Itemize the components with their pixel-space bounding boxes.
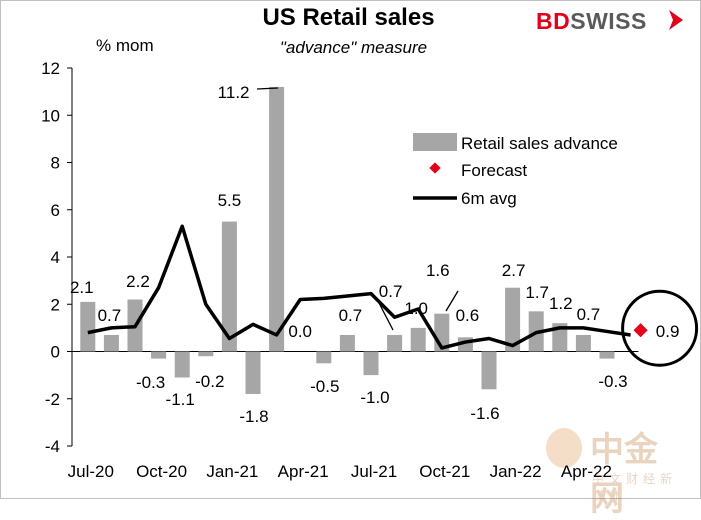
y-tick-label: 10 <box>41 106 60 125</box>
bar <box>246 352 261 395</box>
legend-label-forecast: Forecast <box>461 161 527 180</box>
x-tick-label: Oct-21 <box>419 462 470 481</box>
data-label: -1.0 <box>360 388 389 407</box>
y-tick-label: 12 <box>41 59 60 78</box>
bar <box>151 352 166 359</box>
data-label: 0.6 <box>456 306 480 325</box>
data-label: -0.2 <box>195 372 224 391</box>
x-tick-label: Jul-21 <box>351 462 397 481</box>
data-label: -0.3 <box>136 373 165 392</box>
bar <box>198 352 213 357</box>
bar <box>316 352 331 364</box>
legend-label-line: 6m avg <box>461 189 517 208</box>
legend-bar-swatch <box>413 133 457 151</box>
bar <box>482 352 497 390</box>
data-label: 2.7 <box>502 261 526 280</box>
y-tick-label: 2 <box>51 295 60 314</box>
data-label: 0.7 <box>379 282 403 301</box>
bar <box>411 328 426 352</box>
data-label: 0.7 <box>577 305 601 324</box>
bar <box>80 302 95 352</box>
x-tick-label: Jul-20 <box>68 462 114 481</box>
data-label: 1.0 <box>404 299 428 318</box>
avg-line <box>88 226 631 348</box>
y-tick-label: 4 <box>51 248 60 267</box>
forecast-marker <box>634 323 648 337</box>
data-label: 0.7 <box>339 306 363 325</box>
data-label: -1.8 <box>239 407 268 426</box>
data-label: 0.0 <box>288 322 312 341</box>
y-tick-label: 8 <box>51 154 60 173</box>
y-tick-label: -2 <box>45 390 60 409</box>
bar <box>364 352 379 376</box>
data-label: -0.3 <box>598 372 627 391</box>
data-label: -1.1 <box>166 390 195 409</box>
bar <box>600 352 615 359</box>
data-label: 0.9 <box>656 322 680 341</box>
y-tick-label: -4 <box>45 437 60 456</box>
bar <box>387 335 402 352</box>
bar <box>340 335 355 352</box>
data-label: 0.7 <box>98 306 122 325</box>
x-tick-label: Jan-21 <box>206 462 258 481</box>
y-tick-label: 0 <box>51 343 60 362</box>
data-label: 1.7 <box>525 283 549 302</box>
x-tick-label: Apr-22 <box>561 462 612 481</box>
y-tick-label: 6 <box>51 201 60 220</box>
x-tick-label: Apr-21 <box>278 462 329 481</box>
x-tick-label: Oct-20 <box>136 462 187 481</box>
x-tick-label: Jan-22 <box>490 462 542 481</box>
data-label: 1.2 <box>549 294 573 313</box>
bar <box>269 87 284 352</box>
data-label: 1.6 <box>426 261 450 280</box>
bar <box>175 352 190 378</box>
bar <box>104 335 119 352</box>
retail-sales-chart: -4 -2 0 2 4 6 8 10 12 Jul-20 Oct-20 Jan-21 Apr-21 Jul… <box>0 0 701 499</box>
legend-label-bars: Retail sales advance <box>461 134 618 153</box>
data-label: 2.1 <box>70 278 94 297</box>
data-label: 11.2 <box>218 83 250 102</box>
legend-forecast-swatch <box>429 162 440 173</box>
data-label: -0.5 <box>310 377 339 396</box>
data-label: 5.5 <box>218 191 242 210</box>
bar <box>576 335 591 352</box>
data-label: -1.6 <box>470 404 499 423</box>
data-label: 2.2 <box>126 272 150 291</box>
